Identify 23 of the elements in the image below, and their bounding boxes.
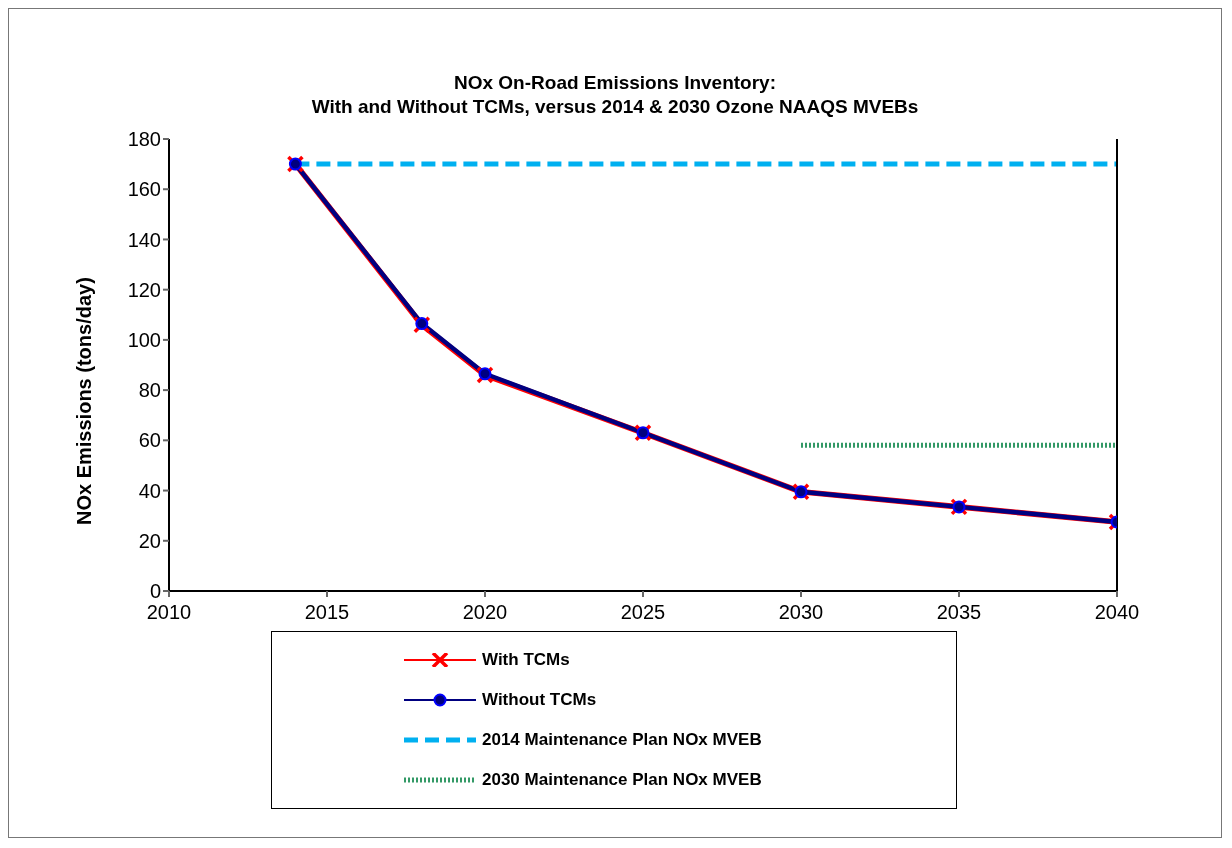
x-tick-label: 2015 (304, 601, 350, 624)
legend-label: 2014 Maintenance Plan NOx MVEB (482, 730, 762, 750)
legend-label: With TCMs (482, 650, 570, 670)
y-tick-label: 120 (127, 278, 161, 301)
x-tick-label: 2035 (936, 601, 982, 624)
y-tick-label: 40 (138, 479, 161, 502)
y-tick-label: 80 (138, 379, 161, 402)
x-tick-label: 2010 (146, 601, 192, 624)
x-tick-label: 2020 (462, 601, 508, 624)
x-tick-label: 2025 (620, 601, 666, 624)
y-tick-label: 60 (138, 429, 161, 452)
y-axis-title: NOx Emissions (tons/day) (73, 277, 96, 525)
chart-title: NOx On-Road Emissions Inventory: With and Without TCMs, versus 2014 & 2030 Ozone NAAQS MVEBs (310, 71, 920, 119)
x-tick-label: 2040 (1094, 601, 1140, 624)
x-tick-label: 2030 (778, 601, 824, 624)
y-tick-label: 100 (127, 328, 161, 351)
y-tick-label: 20 (138, 529, 161, 552)
legend-label: Without TCMs (482, 690, 597, 710)
y-tick-label: 0 (149, 580, 161, 603)
y-tick-label: 140 (127, 228, 161, 251)
y-tick-label: 160 (127, 178, 161, 201)
y-tick-label: 180 (127, 128, 161, 151)
legend-label: 2030 Maintenance Plan NOx MVEB (482, 770, 762, 790)
